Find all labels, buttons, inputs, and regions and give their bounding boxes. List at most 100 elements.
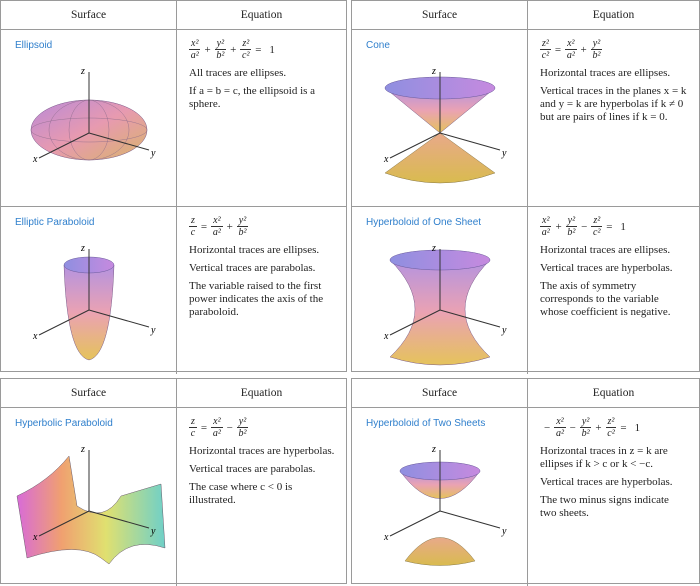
denominator: b² [592, 50, 601, 61]
operator: = [620, 421, 627, 434]
fraction: z² c² [605, 416, 617, 439]
denominator: c [190, 428, 196, 439]
shape [38, 132, 90, 159]
fraction: z² c² [240, 38, 252, 61]
surface-illustration: z y x [32, 243, 156, 361]
shape [389, 510, 441, 537]
shape [88, 309, 150, 328]
operator: = [606, 220, 613, 233]
shape [389, 259, 491, 366]
header-cell: Surface [1, 379, 177, 407]
numerator: x² [554, 416, 566, 428]
surface-cell: Hyperboloid of Two Sheets z y x [352, 408, 528, 586]
surface-name: Ellipsoid [15, 40, 53, 51]
header-row: Surface Equation [1, 1, 346, 30]
numerator: y² [590, 38, 603, 50]
fraction: y² b² [236, 215, 249, 238]
axis-label: y [150, 325, 156, 336]
equation-cell: x² a² + y² b² − z² c² = 1 Horizontal traces are el… [528, 207, 699, 374]
note: Horizontal traces are ellipses. [540, 67, 671, 79]
shape [439, 309, 501, 328]
header-row: Surface Equation [1, 379, 346, 408]
shape [16, 455, 166, 565]
axis-label: y [150, 148, 156, 159]
row: Hyperboloid of One Sheet z y x x² a² + y² b² − z² c… [352, 207, 699, 374]
surface-illustration: z y x [383, 243, 507, 366]
shape [88, 132, 150, 151]
panel: Surface Equation Hyperbolic Paraboloid z y x z… [0, 378, 347, 586]
numerator: z [189, 215, 197, 227]
numerator: y² [214, 38, 227, 50]
note: The variable raised to the first power i… [189, 280, 324, 318]
fraction: x² a² [189, 38, 201, 61]
fraction: x² a² [565, 38, 577, 61]
surface-illustration: z y x [383, 66, 507, 184]
note: Vertical traces are parabolas. [189, 463, 316, 475]
header-cell: Surface [352, 1, 528, 29]
operator: + [555, 220, 562, 233]
note: Vertical traces in the planes x = k and … [540, 85, 687, 123]
axis-label: z [80, 243, 85, 254]
operator: 1 [634, 421, 641, 434]
shape [439, 132, 501, 151]
fraction: x² a² [211, 416, 223, 439]
denominator: a² [541, 227, 550, 238]
shape [88, 510, 150, 529]
numerator: z² [605, 416, 617, 428]
shape [384, 132, 496, 184]
axis-label: y [150, 526, 156, 537]
axis-label: x [32, 532, 38, 543]
fraction: y² b² [565, 215, 578, 238]
surface-illustration: z y x [383, 444, 507, 566]
surface-name: Hyperboloid of Two Sheets [366, 418, 486, 429]
fraction: x² a² [554, 416, 566, 439]
surface-illustration: z y x [30, 66, 156, 165]
note: The case where c < 0 is illustrated. [189, 481, 293, 506]
numerator: y² [236, 215, 249, 227]
numerator: z [189, 416, 197, 428]
surface-illustration: z y x [16, 444, 166, 565]
header-cell: Equation [240, 387, 283, 399]
numerator: z² [540, 38, 551, 50]
denominator: c² [242, 50, 250, 61]
numerator: z² [240, 38, 252, 50]
numerator: y² [236, 416, 249, 428]
equation: x² a² + y² b² − z² c² = 1 [540, 215, 689, 238]
note: The axis of symmetry corresponds to the … [540, 280, 671, 318]
axis-label: x [383, 532, 389, 543]
axis-label: z [431, 243, 436, 254]
equation-cell: − x² a² − y² b² + z² c² = 1 Horizontal traces in z … [528, 408, 699, 586]
row: Elliptic Paraboloid z y x z c = x² a² + y² b² Horizo… [1, 207, 346, 374]
denominator: c² [541, 50, 550, 61]
panel: Surface Equation Hyperboloid of Two Sheets… [351, 378, 700, 586]
shape [389, 309, 441, 336]
operator: = [200, 421, 208, 434]
operator: = [255, 43, 262, 56]
header-row: Surface Equation [352, 1, 699, 30]
equation: z² c² = x² a² + y² b² [540, 38, 689, 61]
operator: + [595, 421, 602, 434]
fraction: x² a² [540, 215, 552, 238]
operator: + [230, 43, 237, 56]
operator: − [544, 421, 551, 434]
surface-name: Cone [366, 40, 390, 51]
surface-cell: Ellipsoid z y x [1, 30, 177, 206]
equation: − x² a² − y² b² + z² c² = 1 [540, 416, 689, 439]
note: Horizontal traces are ellipses. [189, 244, 320, 256]
denominator: a² [555, 428, 564, 439]
axis-label: x [383, 331, 389, 342]
shape [38, 309, 90, 336]
note: Horizontal traces are ellipses. [540, 244, 671, 256]
operator: = [554, 43, 562, 56]
operator: − [569, 421, 576, 434]
operator: + [580, 43, 587, 56]
axis-label: z [80, 66, 85, 77]
axis-label: y [501, 325, 507, 336]
header-cell: Equation [592, 9, 635, 21]
equation: z c = x² a² − y² b² [189, 416, 336, 439]
fraction: y² b² [579, 416, 592, 439]
equation: x² a² + y² b² + z² c² = 1 [189, 38, 336, 61]
surface-cell: Cone z y x [352, 30, 528, 206]
row: Hyperbolic Paraboloid z y x z c = x² a² − y² b² Hori… [1, 408, 346, 586]
